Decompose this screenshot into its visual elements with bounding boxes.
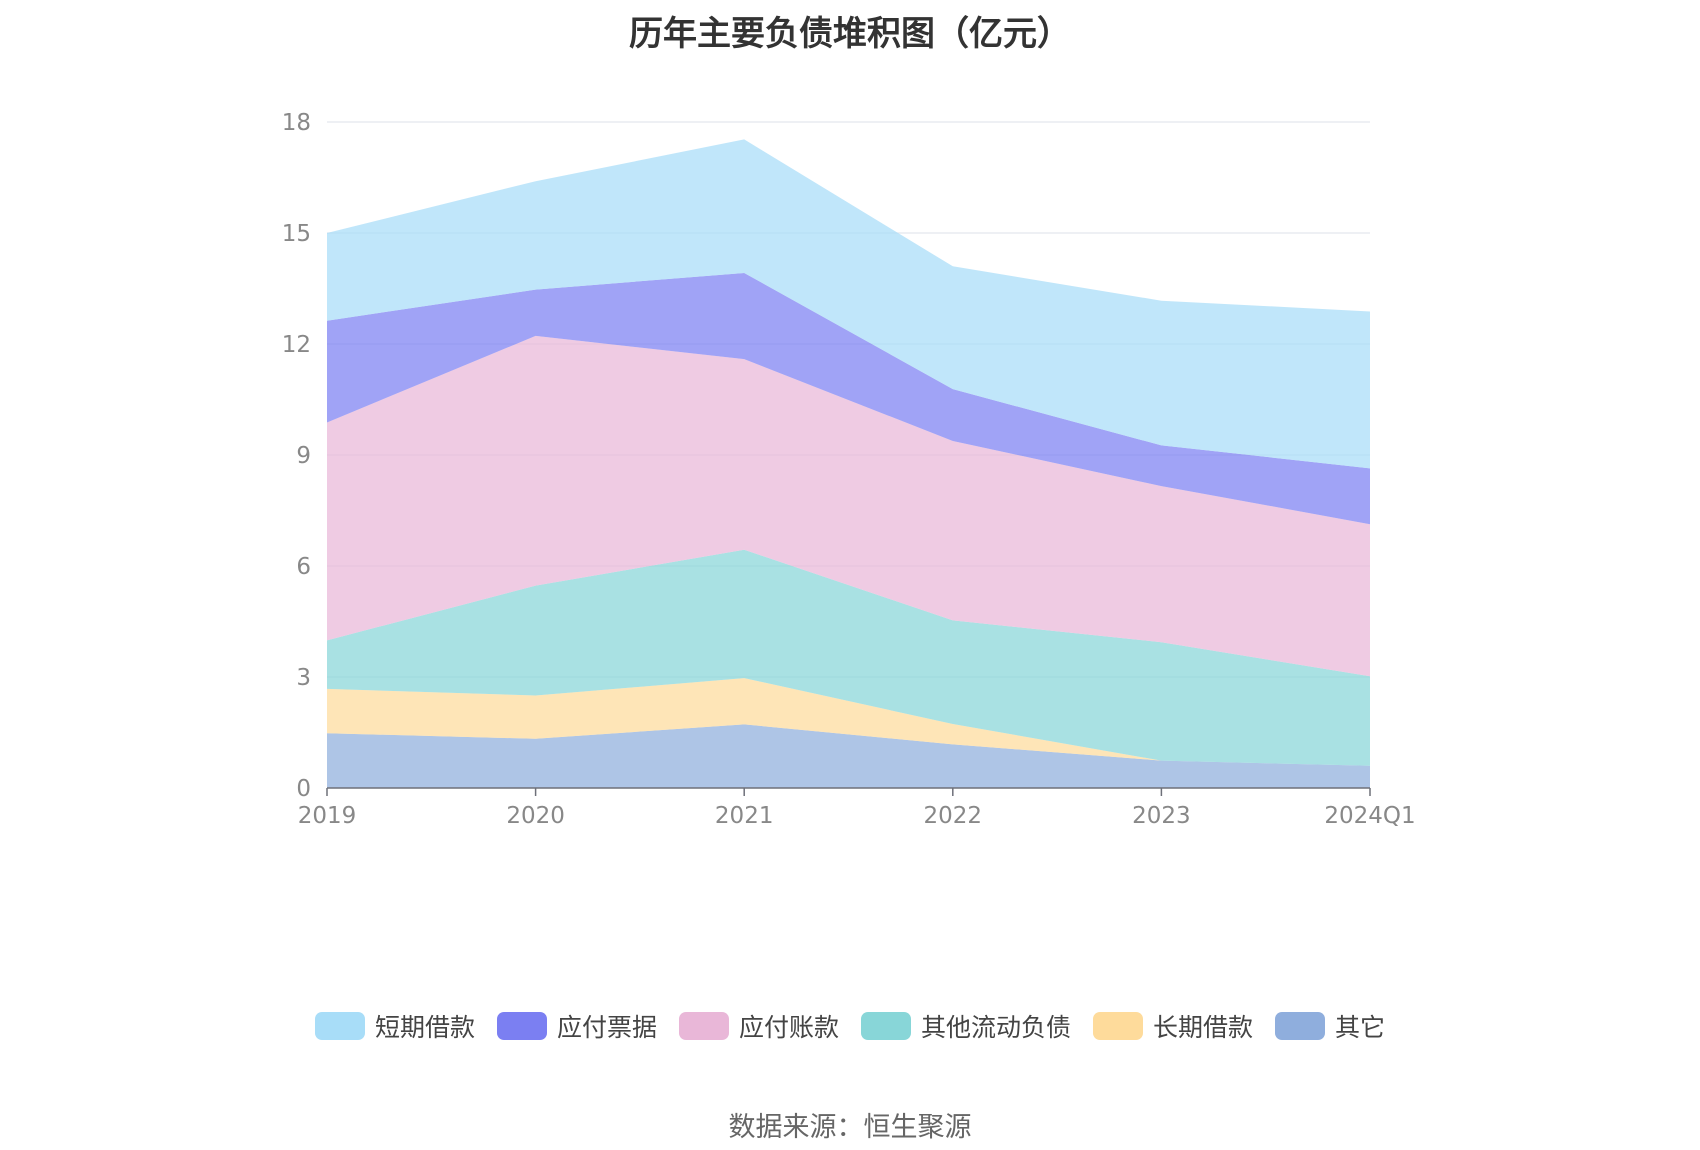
legend-item-accounts-payable[interactable]: 应付账款 <box>678 1008 839 1044</box>
legend-label: 短期借款 <box>374 1013 475 1042</box>
legend-label: 其他流动负债 <box>921 1013 1072 1042</box>
legend-swatch <box>496 1012 547 1040</box>
legend-swatch <box>1275 1012 1326 1040</box>
legend-item-others[interactable]: 其它 <box>1275 1008 1385 1044</box>
legend-label: 应付账款 <box>738 1013 839 1042</box>
x-tick-label: 2022 <box>924 803 983 829</box>
legend: 短期借款 应付票据 应付账款 其他流动负债 长期借款 其它 <box>0 1008 1700 1044</box>
legend-swatch <box>314 1012 365 1040</box>
legend-label: 其它 <box>1335 1013 1386 1042</box>
x-tick-label: 2023 <box>1132 803 1191 829</box>
y-tick-label: 12 <box>282 332 311 358</box>
area-series-其他流动负债[interactable] <box>327 549 1370 766</box>
y-tick-label: 0 <box>296 776 311 802</box>
chart-title: 历年主要负债堆积图（亿元） <box>629 14 1071 54</box>
legend-swatch <box>1093 1012 1144 1040</box>
data-source-note: 数据来源：恒生聚源 <box>728 1112 972 1143</box>
stacked-area-chart: 0 3 6 9 12 15 18 2019 2020 2021 2022 2023 2024Q1 <box>282 110 1416 829</box>
area-series <box>327 139 1370 788</box>
legend-item-notes-payable[interactable]: 应付票据 <box>496 1008 657 1044</box>
x-tick-label: 2024Q1 <box>1324 803 1415 829</box>
x-axis-tick-labels: 2019 2020 2021 2022 2023 2024Q1 <box>298 803 1416 829</box>
y-tick-label: 15 <box>282 221 311 247</box>
x-tick-label: 2019 <box>298 803 357 829</box>
legend-item-other-current-liabilities[interactable]: 其他流动负债 <box>861 1008 1071 1044</box>
legend-swatch <box>861 1012 911 1040</box>
x-tick-label: 2021 <box>715 803 774 829</box>
legend-swatch <box>678 1012 729 1040</box>
area-series-其它[interactable] <box>327 724 1370 788</box>
area-series-应付账款[interactable] <box>327 335 1370 677</box>
y-tick-label: 18 <box>282 110 311 136</box>
area-series-应付票据[interactable] <box>327 272 1370 525</box>
y-tick-label: 9 <box>296 443 311 469</box>
x-tick-label: 2020 <box>506 803 565 829</box>
x-axis <box>326 787 1371 796</box>
legend-label: 应付票据 <box>556 1013 657 1042</box>
legend-label: 长期借款 <box>1153 1013 1254 1042</box>
legend-item-short-term-loans[interactable]: 短期借款 <box>314 1008 475 1044</box>
y-axis-tick-labels: 0 3 6 9 12 15 18 <box>282 110 311 802</box>
area-series-短期借款[interactable] <box>327 139 1370 469</box>
area-series-长期借款[interactable] <box>327 678 1370 766</box>
legend-item-long-term-loans[interactable]: 长期借款 <box>1093 1008 1253 1044</box>
y-tick-label: 3 <box>296 665 311 691</box>
y-tick-label: 6 <box>296 554 311 580</box>
